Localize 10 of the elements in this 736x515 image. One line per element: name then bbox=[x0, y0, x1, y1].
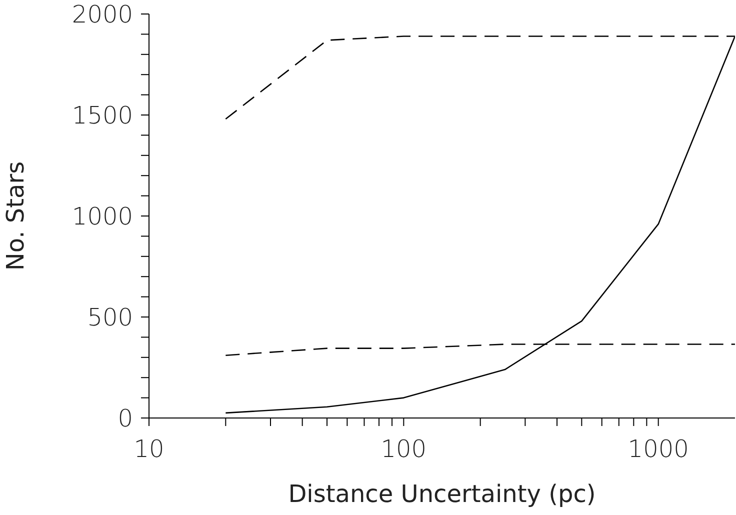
y-tick-label: 1500 bbox=[72, 102, 133, 130]
y-tick-label: 0 bbox=[118, 404, 133, 433]
x-tick-label: 100 bbox=[380, 435, 427, 464]
y-tick-label: 2000 bbox=[72, 0, 133, 29]
x-tick-label: 10 bbox=[134, 435, 164, 464]
y-axis-title: No. Stars bbox=[2, 161, 30, 271]
y-tick-label: 500 bbox=[87, 304, 133, 332]
x-tick-label: 1000 bbox=[628, 435, 689, 464]
x-axis-title: Distance Uncertainty (pc) bbox=[288, 480, 596, 508]
y-tick-label: 1000 bbox=[72, 202, 133, 231]
